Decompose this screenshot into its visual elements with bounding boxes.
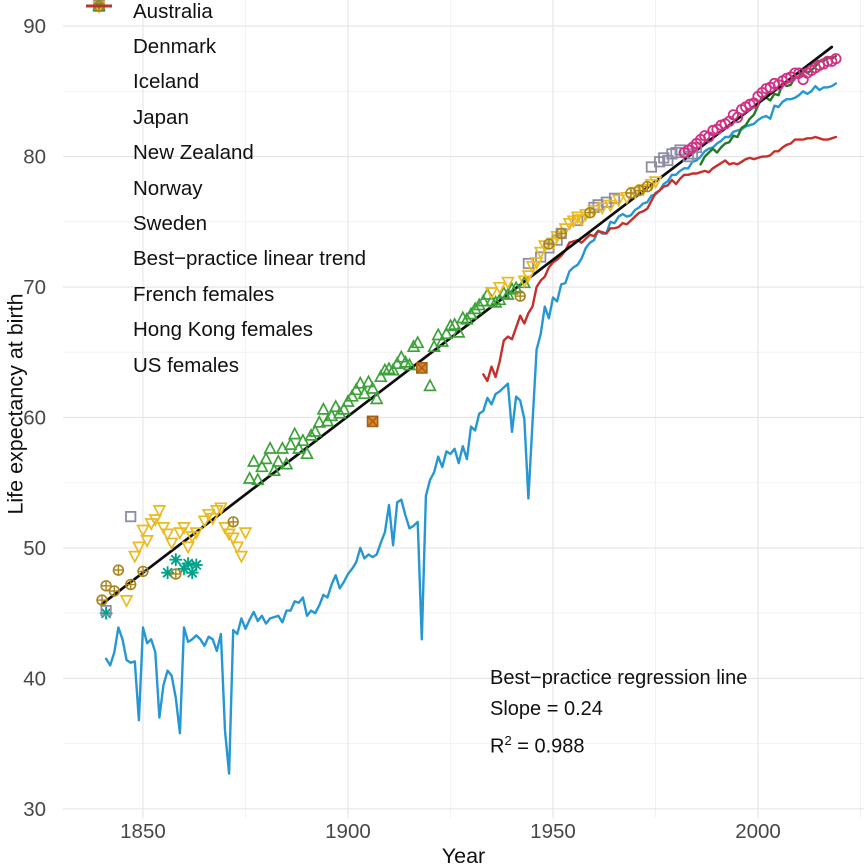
svg-text:2000: 2000 (735, 820, 781, 843)
legend-item-hong-kong-females: Hong Kong females (84, 4, 366, 348)
legend-label: New Zealand (133, 141, 254, 165)
svg-text:1850: 1850 (120, 820, 166, 843)
svg-text:1900: 1900 (325, 820, 371, 843)
annotation-line-2: Slope = 0.24 (490, 698, 603, 720)
x-axis-title: Year (441, 844, 486, 868)
svg-text:40: 40 (23, 667, 46, 690)
legend-label: Australia (133, 0, 213, 23)
regression-annotation: Best−practice regression line Slope = 0.… (490, 663, 747, 763)
annotation-line-1: Best−practice regression line (490, 667, 748, 689)
svg-text:1950: 1950 (530, 820, 576, 843)
svg-text:70: 70 (23, 276, 46, 299)
series-best-practice-linear-trend (100, 45, 834, 606)
legend-item-denmark: Denmark (84, 0, 366, 64)
legend-item-sweden: Sweden (84, 0, 366, 241)
r2-base: R (490, 735, 505, 758)
legend-label: Denmark (133, 35, 217, 59)
series-us-females (482, 135, 838, 383)
scatter-norway (119, 176, 663, 608)
series-hong-kong-females (699, 54, 838, 166)
legend-label: Iceland (133, 70, 200, 94)
legend-label: Best−practice linear trend (133, 247, 367, 271)
legend-label: Sweden (133, 212, 208, 236)
annotation-line-3: R2 = 0.988 (490, 725, 747, 763)
svg-text:50: 50 (23, 537, 46, 560)
series-french-females (104, 82, 838, 775)
legend-label: French females (133, 282, 275, 306)
axis-tick-labels: 30 40 50 60 70 80 90 1850 1900 1950 2000 (23, 15, 781, 843)
legend-item-french-females: French females (84, 4, 366, 312)
grid-minor (63, 0, 864, 818)
r2-sup: 2 (504, 733, 512, 748)
legend-item-iceland: Iceland (84, 0, 366, 100)
svg-text:90: 90 (23, 15, 46, 38)
svg-text:30: 30 (23, 798, 46, 821)
r2-rest: = 0.988 (511, 735, 585, 758)
scatter-australia (366, 362, 428, 428)
scatter-japan (678, 53, 842, 159)
legend: Australia Denmark Iceland Japan New Zeal… (84, 0, 366, 383)
scatter-sweden (96, 180, 653, 606)
legend-label: US females (133, 353, 239, 377)
line-glyph (86, 4, 112, 8)
svg-text:60: 60 (23, 406, 46, 429)
scatter-denmark (99, 553, 203, 620)
legend-item-new-zealand: New Zealand (84, 0, 366, 171)
legend-label: Norway (133, 176, 203, 200)
svg-text:80: 80 (23, 146, 46, 169)
legend-label: Japan (133, 105, 189, 129)
grid-major (63, 0, 864, 818)
legend-item-norway: Norway (84, 0, 366, 206)
legend-label: Hong Kong females (133, 318, 314, 342)
legend-item-australia: Australia (84, 0, 366, 29)
legend-item-trend: Best−practice linear trend (84, 4, 367, 277)
y-axis-title: Life expectancy at birth (3, 293, 28, 515)
legend-item-japan: Japan (84, 0, 366, 135)
legend-item-us-females: US females (84, 4, 366, 383)
